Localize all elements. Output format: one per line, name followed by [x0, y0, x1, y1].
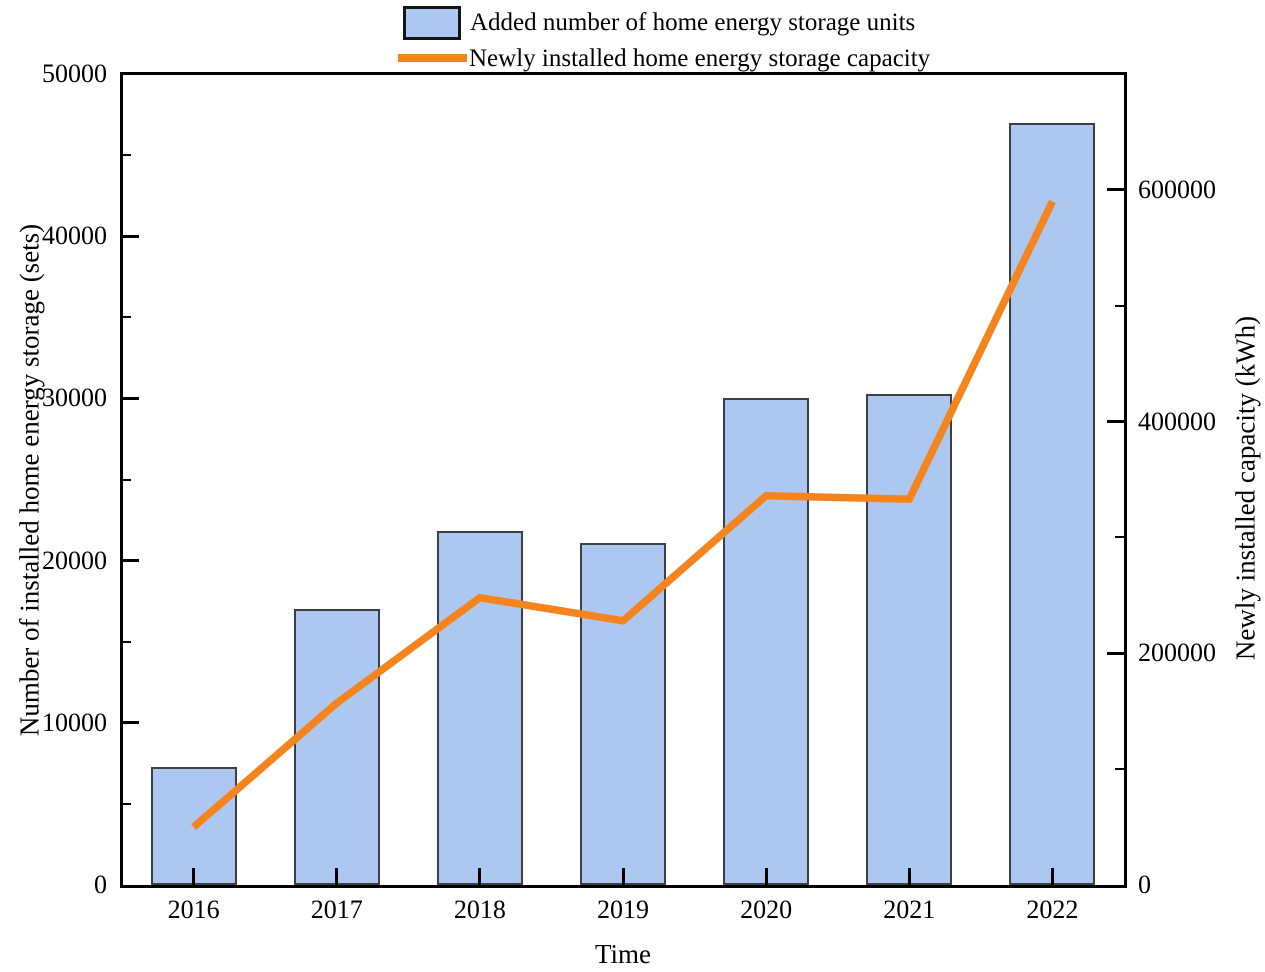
- y-left-tick: [121, 640, 131, 643]
- y-right-tick: [1107, 420, 1125, 424]
- y-left-tick: [121, 802, 131, 805]
- line-swatch-icon: [398, 54, 467, 62]
- x-tick-label-2019: 2019: [597, 895, 649, 924]
- y-left-tick: [121, 721, 139, 725]
- y-axis-left-title: Number of installed home energy storage …: [14, 223, 45, 737]
- bar-2022: [1009, 122, 1096, 885]
- y-right-tick: [1115, 304, 1125, 307]
- x-tick-2018: [478, 868, 482, 886]
- y-right-tick: [1115, 536, 1125, 539]
- x-tick-2017: [335, 868, 339, 886]
- x-axis-title: Time: [594, 939, 652, 969]
- x-tick-label-2022: 2022: [1026, 895, 1079, 924]
- y-right-tick: [1107, 188, 1125, 192]
- x-tick-label-2018: 2018: [453, 895, 506, 924]
- y-right-tick-label: 600000: [1138, 174, 1216, 204]
- bar-2017: [293, 609, 380, 885]
- y-left-tick-label: 20000: [42, 545, 107, 575]
- bar-2019: [580, 542, 666, 885]
- y-left-tick-label: 30000: [42, 383, 107, 413]
- y-right-tick: [1107, 651, 1125, 655]
- x-tick-2020: [764, 868, 768, 886]
- y-axis-right-title: Newly installed capacity (kWh): [1230, 315, 1261, 661]
- y-right-tick: [1115, 768, 1125, 771]
- y-right-tick-label: 400000: [1138, 406, 1216, 436]
- bar-swatch-icon: [403, 5, 461, 40]
- bar-2020: [723, 398, 810, 885]
- y-left-tick-label: 0: [94, 870, 107, 899]
- y-right-tick-label: 200000: [1138, 638, 1216, 668]
- legend-label-line: Newly installed home energy storage capa…: [469, 44, 931, 72]
- legend-item-line: Newly installed home energy storage capa…: [398, 42, 930, 74]
- y-left-tick: [121, 478, 131, 481]
- x-tick-2019: [621, 868, 625, 886]
- legend-item-bars: Added number of home energy storage unit…: [398, 3, 930, 42]
- x-tick-label-2016: 2016: [167, 895, 220, 924]
- y-left-tick: [121, 234, 139, 238]
- y-left-tick: [121, 396, 139, 400]
- bar-2018: [436, 531, 523, 885]
- y-left-tick: [121, 559, 139, 563]
- y-left-tick: [121, 154, 131, 157]
- y-left-tick: [121, 316, 131, 319]
- legend: Added number of home energy storage unit…: [398, 3, 930, 74]
- y-left-tick-label: 10000: [42, 707, 107, 737]
- x-tick-2022: [1050, 868, 1054, 886]
- y-left-tick-label: 50000: [42, 59, 107, 88]
- x-tick-label-2017: 2017: [310, 895, 363, 924]
- x-tick-label-2020: 2020: [740, 895, 793, 924]
- x-tick-2016: [192, 868, 196, 886]
- y-right-tick-label: 0: [1138, 870, 1151, 899]
- bar-2021: [866, 393, 953, 885]
- x-tick-label-2021: 2021: [883, 895, 936, 924]
- y-left-tick-label: 40000: [42, 221, 107, 251]
- x-tick-2021: [907, 868, 911, 886]
- legend-label-bars: Added number of home energy storage unit…: [470, 9, 916, 36]
